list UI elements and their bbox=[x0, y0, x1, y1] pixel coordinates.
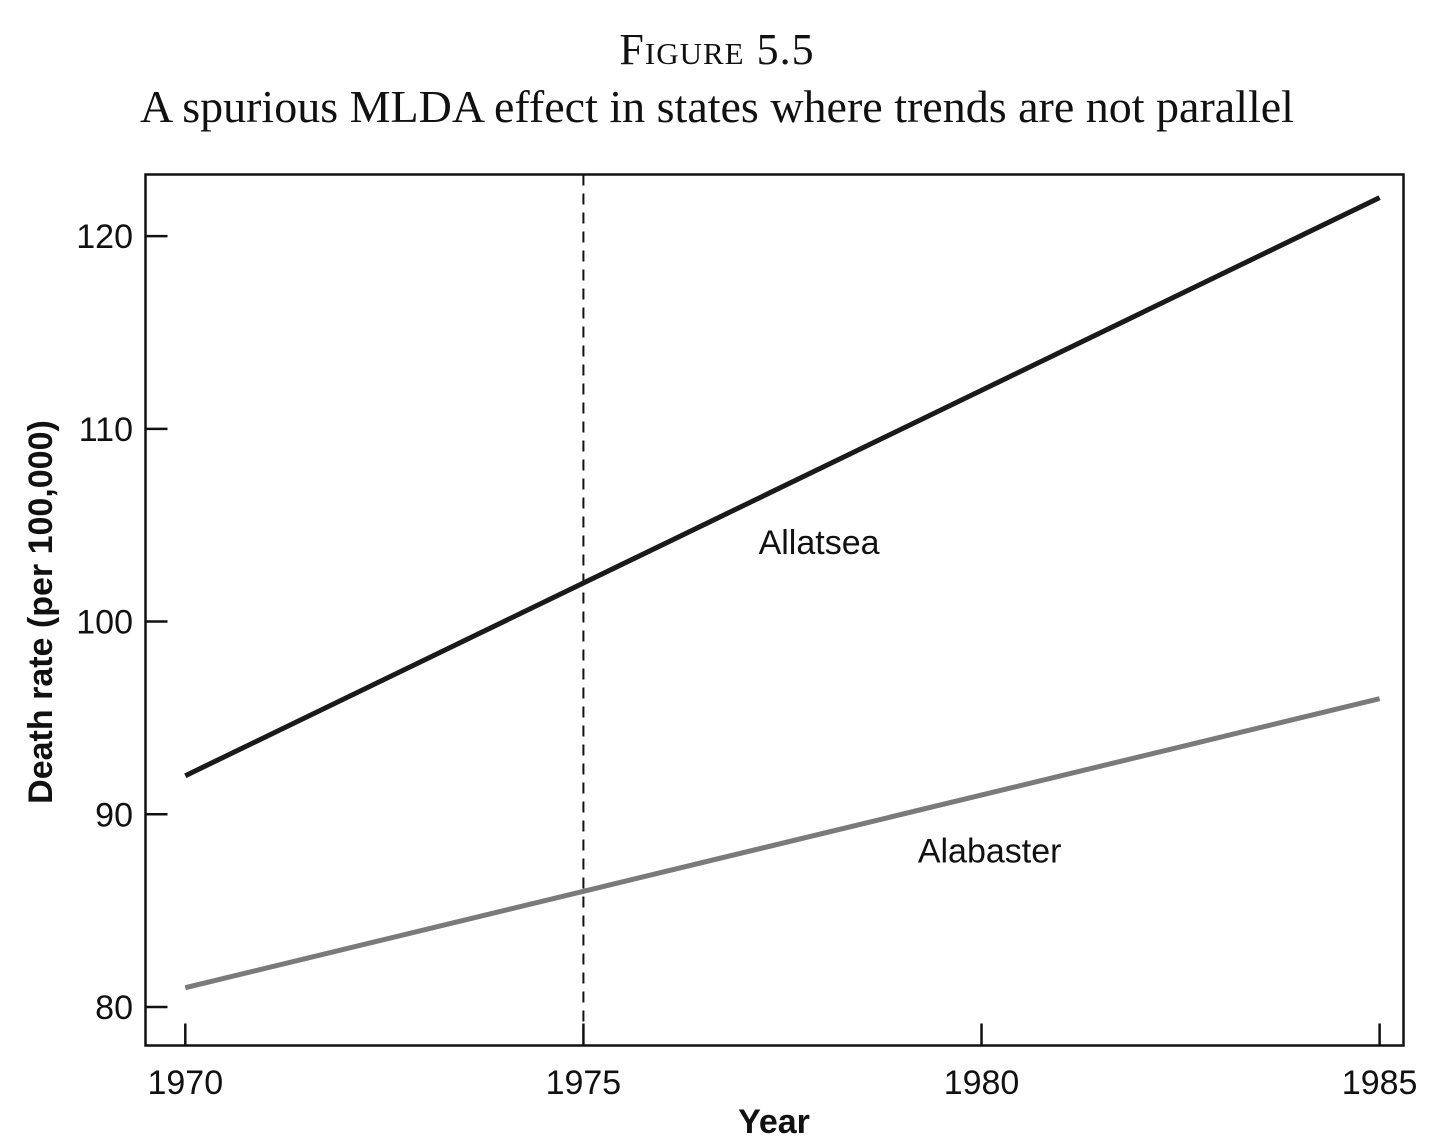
series-line-alabaster bbox=[184, 696, 1381, 991]
plot-frame bbox=[144, 173, 1405, 1047]
y-tick-label: 90 bbox=[95, 796, 133, 834]
y-tick-label: 100 bbox=[76, 604, 133, 642]
series-line-allatsea bbox=[184, 195, 1381, 778]
figure-number: Figure 5.5 bbox=[619, 25, 815, 74]
x-axis-title: Year bbox=[738, 1103, 810, 1141]
y-tick-label: 120 bbox=[76, 218, 133, 256]
chart-title: A spurious MLDA effect in states where t… bbox=[140, 81, 1294, 132]
series-label-alabaster: Alabaster bbox=[918, 832, 1062, 870]
y-axis-title: Death rate (per 100,000) bbox=[22, 420, 60, 804]
series-label-allatsea: Allatsea bbox=[759, 524, 880, 562]
x-tick-label: 1970 bbox=[147, 1064, 223, 1102]
x-tick-label: 1975 bbox=[546, 1064, 622, 1102]
x-tick-label: 1985 bbox=[1342, 1064, 1418, 1102]
y-tick-label: 80 bbox=[95, 989, 133, 1027]
x-tick-label: 1980 bbox=[944, 1064, 1020, 1102]
y-tick-label: 110 bbox=[79, 411, 133, 449]
